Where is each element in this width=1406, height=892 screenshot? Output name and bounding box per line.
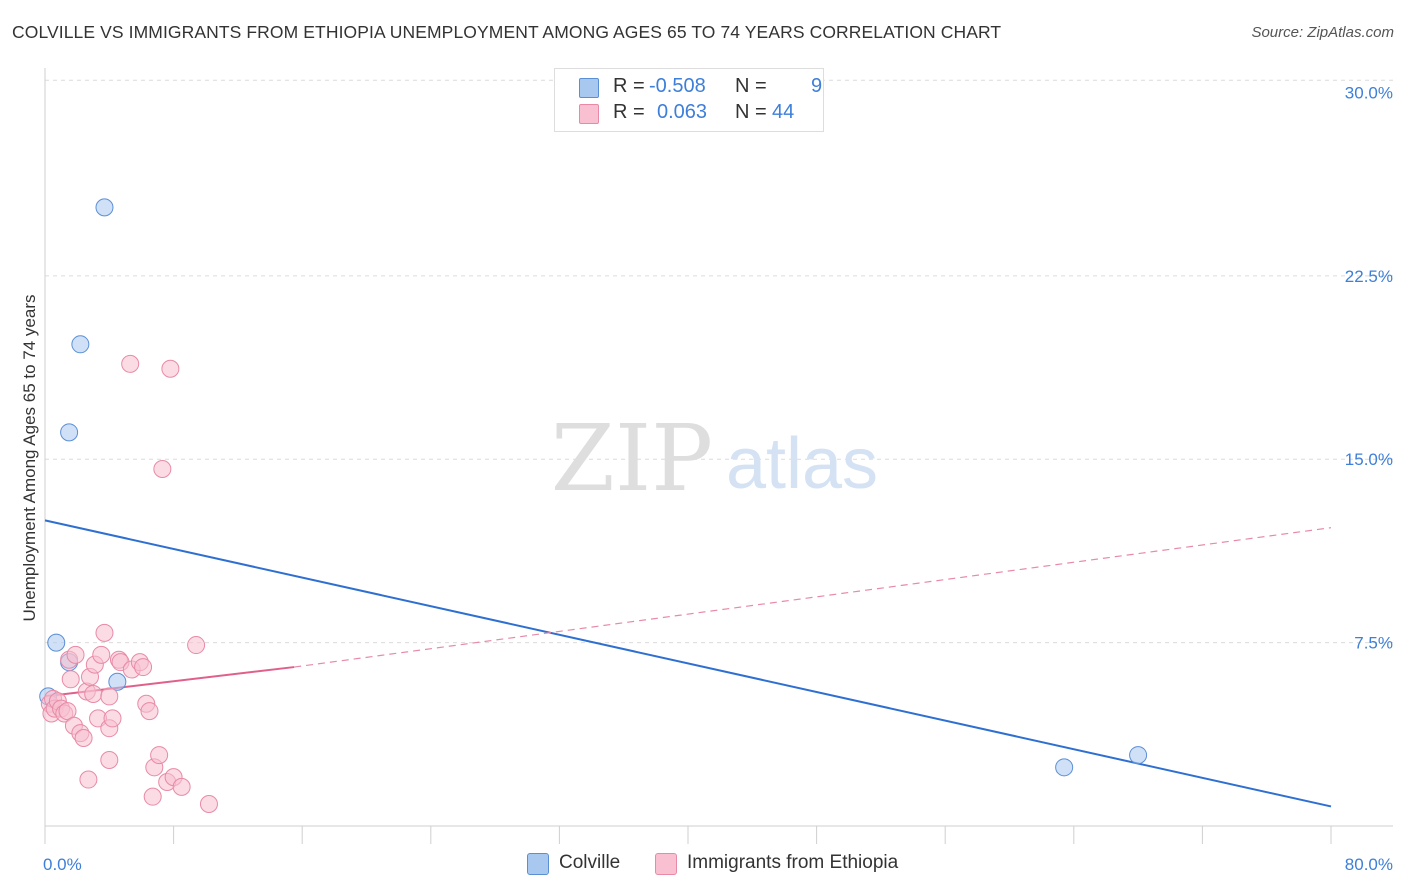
- colville-point: [95, 198, 114, 217]
- ethiopia-point: [100, 750, 119, 769]
- legend-n-value: 44: [772, 101, 795, 123]
- bottom-legend-swatch-ethiopia: [655, 853, 677, 875]
- legend-r-label: R =: [613, 75, 645, 97]
- axes: [44, 68, 1393, 844]
- ethiopia-point: [95, 623, 114, 642]
- legend-r-value: 0.063: [657, 101, 708, 123]
- data-points: [39, 198, 1148, 813]
- bottom-legend-label-ethiopia: Immigrants from Ethiopia: [687, 852, 899, 873]
- legend-swatch-ethiopia: [579, 104, 599, 124]
- watermark: ZIP atlas: [551, 405, 878, 512]
- colville-point: [71, 335, 90, 354]
- legend-r-value: -0.508: [649, 75, 706, 97]
- colville-point: [47, 633, 66, 652]
- correlation-legend: R = -0.508 N = 9 R = 0.063 N = 44: [554, 68, 824, 132]
- bottom-legend-label-colville: Colville: [559, 852, 621, 873]
- source-label: Source: ZipAtlas.com: [1251, 24, 1394, 41]
- legend-n-value: 9: [811, 75, 823, 97]
- colville-point: [108, 672, 127, 691]
- tick-labels: 7.5% 15.0% 22.5% 30.0% 0.0% 80.0%: [43, 83, 1393, 874]
- legend-n-label: N =: [735, 75, 767, 97]
- ethiopia-point: [143, 787, 162, 806]
- watermark-zip: ZIP: [551, 405, 713, 512]
- y-tick-label: 7.5%: [1354, 634, 1393, 653]
- ethiopia-point: [84, 684, 103, 703]
- legend-n-label: N =: [735, 101, 767, 123]
- y-tick-label: 15.0%: [1345, 450, 1393, 469]
- ethiopia-point: [153, 460, 172, 479]
- ethiopia-point: [161, 359, 180, 378]
- ethiopia-point: [100, 687, 119, 706]
- ethiopia-point: [92, 645, 111, 664]
- ethiopia-point: [140, 702, 159, 721]
- ethiopia-point: [74, 728, 93, 747]
- colville-point: [1129, 746, 1148, 765]
- legend-r-label: R =: [613, 101, 645, 123]
- ethiopia-point: [61, 670, 80, 689]
- ethiopia-point: [199, 794, 218, 813]
- y-tick-label: 30.0%: [1345, 83, 1393, 102]
- x-tick-label: 80.0%: [1345, 855, 1393, 874]
- trend-line-extension-1: [294, 527, 1332, 668]
- watermark-atlas: atlas: [726, 424, 878, 504]
- ethiopia-point: [172, 777, 191, 796]
- ethiopia-point: [103, 709, 122, 728]
- colville-point: [1055, 758, 1074, 777]
- ethiopia-point: [66, 645, 85, 664]
- ethiopia-point: [121, 354, 140, 373]
- trend-line-0: [44, 519, 1332, 808]
- ethiopia-point: [79, 770, 98, 789]
- x-tick-label: 0.0%: [43, 855, 82, 874]
- ethiopia-point: [134, 658, 153, 677]
- chart-title: COLVILLE VS IMMIGRANTS FROM ETHIOPIA UNE…: [12, 22, 1002, 42]
- bottom-legend-swatch-colville: [527, 853, 549, 875]
- legend-swatch-colville: [579, 78, 599, 98]
- colville-point: [60, 423, 79, 442]
- ethiopia-point: [150, 746, 169, 765]
- y-tick-label: 22.5%: [1345, 267, 1393, 286]
- ethiopia-point: [187, 636, 206, 655]
- grid-lines: [45, 79, 1393, 644]
- y-axis-label: Unemployment Among Ages 65 to 74 years: [20, 295, 39, 622]
